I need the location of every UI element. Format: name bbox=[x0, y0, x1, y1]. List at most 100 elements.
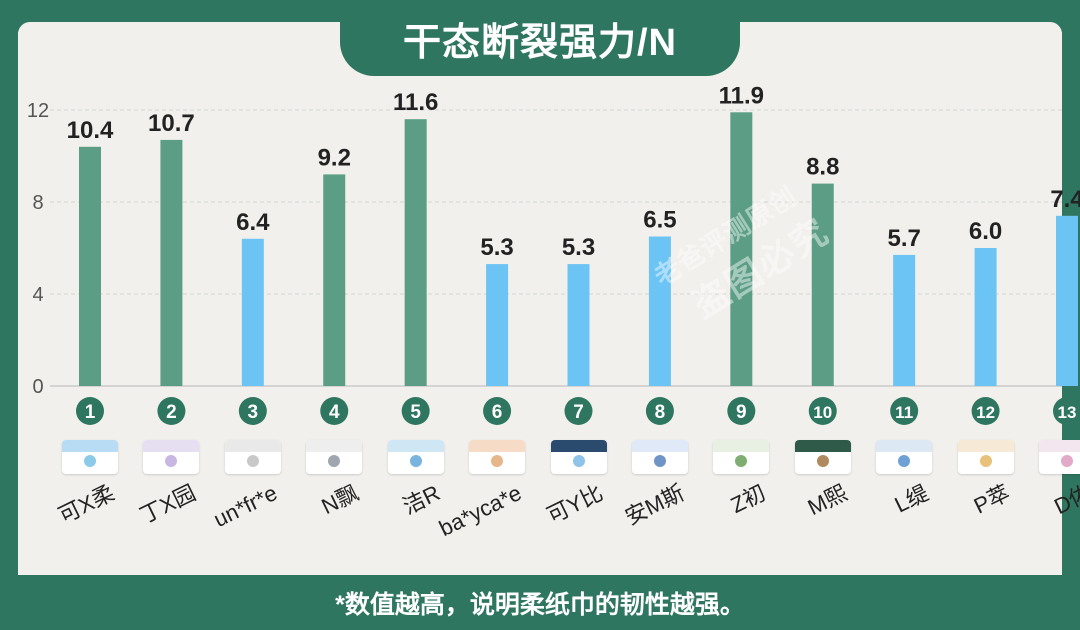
data-label: 10.4 bbox=[67, 117, 114, 144]
bar bbox=[893, 254, 916, 386]
thumbnail-graphic bbox=[816, 455, 829, 467]
bar bbox=[241, 238, 264, 386]
thumbnail-graphic bbox=[328, 455, 341, 467]
category-label: 洁R bbox=[399, 480, 444, 519]
thumbnail-band bbox=[469, 440, 526, 452]
bar-chart: 0 4 8 12 10.4 1 可X柔 10.7 2 丁X园 6.4 3 un*fr*e 9.2 4 N飘 11… bbox=[27, 82, 1080, 541]
data-label: 8.8 bbox=[806, 154, 839, 181]
number-badge-label: 12 bbox=[976, 403, 995, 422]
bar bbox=[323, 174, 346, 386]
bar bbox=[730, 112, 753, 387]
product-thumbnail bbox=[550, 440, 607, 474]
number-badge bbox=[971, 397, 1000, 425]
frame-left bbox=[0, 0, 18, 630]
y-tick-label: 8 bbox=[32, 192, 43, 214]
number-badge bbox=[483, 397, 512, 425]
thumbnail-graphic bbox=[572, 455, 585, 467]
category-label: Z初 bbox=[727, 480, 770, 518]
number-badge bbox=[401, 397, 430, 425]
bar bbox=[160, 139, 183, 386]
data-label: 6.4 bbox=[236, 209, 270, 236]
product-thumbnail bbox=[387, 440, 444, 474]
number-badge-label: 11 bbox=[895, 403, 913, 422]
product-thumbnail bbox=[876, 440, 933, 474]
thumbnail-band bbox=[550, 440, 607, 452]
data-label: 5.3 bbox=[562, 234, 595, 261]
number-badge bbox=[890, 397, 919, 425]
product-thumbnail bbox=[62, 440, 118, 474]
chart-title: 干态断裂强力/N bbox=[340, 0, 740, 76]
thumbnail-band bbox=[306, 440, 363, 452]
thumbnail-band bbox=[224, 440, 281, 452]
category-label: ba*yca*e bbox=[435, 480, 525, 541]
thumbnail-band bbox=[1039, 440, 1080, 452]
number-badge-label: 10 bbox=[813, 403, 832, 422]
product-thumbnail bbox=[143, 440, 200, 474]
number-badge-label: 3 bbox=[248, 402, 259, 423]
number-badge bbox=[808, 397, 837, 425]
y-tick-label: 4 bbox=[32, 284, 43, 306]
category-label: D佑 bbox=[1050, 480, 1080, 519]
thumbnail-graphic bbox=[84, 455, 96, 467]
thumbnail-band bbox=[387, 440, 444, 452]
thumbnail-graphic bbox=[735, 455, 748, 467]
data-label: 9.2 bbox=[318, 144, 351, 171]
number-badge bbox=[320, 397, 349, 425]
number-badge-label: 2 bbox=[166, 402, 177, 423]
bar bbox=[811, 183, 834, 386]
bar bbox=[486, 264, 509, 386]
number-badge-label: 5 bbox=[410, 402, 421, 423]
y-tick-label: 0 bbox=[32, 376, 43, 398]
product-thumbnail bbox=[469, 440, 526, 474]
data-label: 7.4 bbox=[1050, 186, 1080, 213]
number-badge-label: 4 bbox=[329, 402, 340, 423]
category-label: un*fr*e bbox=[210, 480, 281, 532]
data-label: 6.5 bbox=[643, 207, 676, 234]
number-badge-label: 8 bbox=[655, 402, 666, 423]
number-badge bbox=[76, 397, 104, 425]
bar bbox=[567, 264, 590, 386]
category-label: 可X柔 bbox=[54, 480, 118, 528]
thumbnail-band bbox=[713, 440, 770, 452]
thumbnail-graphic bbox=[165, 455, 178, 467]
bar bbox=[648, 236, 671, 386]
category-label: 可Y比 bbox=[543, 480, 607, 528]
product-thumbnail bbox=[224, 440, 281, 474]
number-badge bbox=[1053, 397, 1080, 425]
data-label: 5.7 bbox=[887, 225, 920, 252]
number-badge-label: 7 bbox=[573, 402, 584, 423]
data-label: 5.3 bbox=[480, 234, 513, 261]
category-label: N飘 bbox=[317, 480, 362, 519]
category-label: P萃 bbox=[970, 480, 1014, 519]
number-badge-label: 6 bbox=[492, 402, 503, 423]
product-thumbnail bbox=[631, 440, 688, 474]
thumbnail-graphic bbox=[898, 455, 911, 467]
thumbnail-graphic bbox=[653, 455, 666, 467]
data-label: 11.6 bbox=[393, 89, 438, 116]
product-thumbnail bbox=[713, 440, 770, 474]
bar bbox=[404, 119, 427, 386]
thumbnail-band bbox=[62, 440, 118, 452]
thumbnail-band bbox=[876, 440, 933, 452]
number-badge bbox=[727, 397, 756, 425]
product-thumbnail bbox=[957, 440, 1014, 474]
thumbnail-band bbox=[143, 440, 200, 452]
number-badge-label: 9 bbox=[736, 402, 747, 423]
product-thumbnail bbox=[306, 440, 363, 474]
number-badge bbox=[157, 397, 186, 425]
number-badge-label: 1 bbox=[85, 402, 96, 423]
footer-note: *数值越高，说明柔纸巾的韧性越强。 bbox=[0, 575, 1080, 630]
thumbnail-graphic bbox=[1061, 455, 1073, 467]
thumbnail-graphic bbox=[491, 455, 504, 467]
thumbnail-graphic bbox=[246, 455, 259, 467]
thumbnail-band bbox=[631, 440, 688, 452]
category-label: M熙 bbox=[804, 480, 851, 520]
product-thumbnail bbox=[794, 440, 851, 474]
number-badge bbox=[645, 397, 674, 425]
data-label: 10.7 bbox=[148, 110, 195, 137]
thumbnail-graphic bbox=[979, 455, 992, 467]
data-label: 11.9 bbox=[719, 82, 764, 109]
bar bbox=[974, 248, 997, 386]
category-label: 丁X园 bbox=[136, 480, 200, 528]
product-thumbnail bbox=[1039, 440, 1080, 474]
